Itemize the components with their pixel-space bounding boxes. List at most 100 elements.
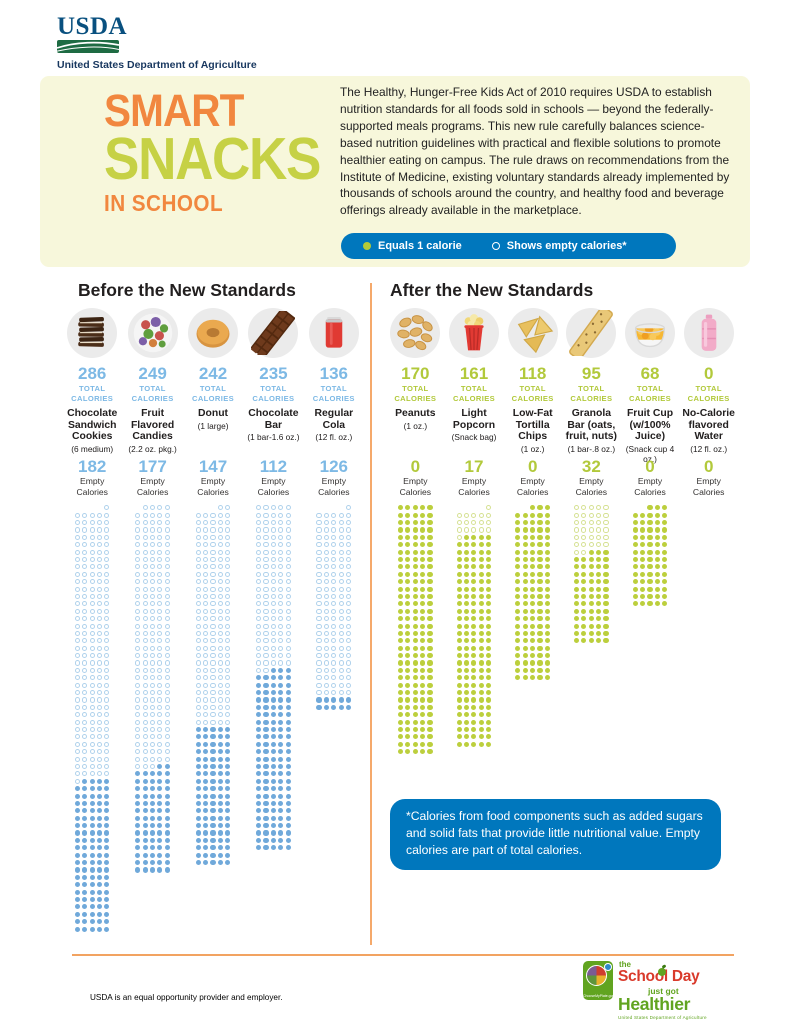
empty-calorie-dot [157, 616, 163, 622]
empty-calorie-dot [331, 608, 337, 614]
calorie-dot [397, 630, 404, 636]
empty-calorie-dot [323, 586, 329, 592]
empty-calorie-dot [74, 756, 80, 762]
calorie-dot [278, 771, 284, 777]
empty-calorie-dot [203, 542, 209, 548]
empty-calorie-dot [270, 638, 276, 644]
calorie-dot [412, 645, 418, 651]
empty-calorie-dot [104, 505, 110, 511]
empty-calorie-dot [89, 586, 95, 592]
empty-calorie-dot [157, 756, 163, 762]
empty-calorie-dot [596, 542, 602, 548]
dot-row [74, 615, 111, 622]
calorie-dot [478, 616, 484, 622]
empty-calorie-dot [210, 520, 216, 526]
calorie-dot [89, 830, 95, 836]
calorie-dot [412, 719, 418, 725]
empty-calorie-dot [195, 608, 201, 614]
calorie-dot [82, 793, 88, 799]
calorie-dot [104, 874, 110, 880]
dot-row [255, 785, 292, 792]
empty-calorie-dot [135, 690, 141, 696]
dot-row [315, 637, 352, 644]
calorie-dot [82, 926, 88, 932]
empty-calories-label: Empty Calories [516, 476, 549, 498]
empty-calorie-dot [142, 682, 148, 688]
empty-calorie-dot [82, 623, 88, 629]
empty-calorie-dot [142, 549, 148, 555]
empty-calorie-dot [164, 512, 170, 518]
empty-calorie-dot [104, 771, 110, 777]
calorie-dot [74, 830, 80, 836]
empty-calorie-dot [195, 704, 201, 710]
calorie-dot [82, 800, 88, 806]
dot-row [456, 696, 493, 703]
calorie-dot [96, 889, 103, 895]
empty-calorie-dot [96, 667, 103, 673]
calorie-dot [632, 557, 638, 563]
dot-row [514, 630, 551, 637]
calorie-dot [82, 911, 88, 917]
empty-calorie-dot [256, 505, 262, 511]
empty-calorie-dot [164, 608, 170, 614]
dot-row [134, 682, 171, 689]
calorie-dot [397, 690, 404, 696]
calorie-dot [164, 763, 170, 770]
empty-calorie-dot [150, 564, 156, 570]
empty-calorie-dot [195, 586, 201, 592]
calorie-dot [412, 601, 418, 607]
dot-row [397, 563, 434, 570]
empty-calorie-dot [316, 579, 322, 585]
calorie-dot [478, 645, 484, 651]
calorie-dot [203, 830, 209, 836]
empty-calorie-dot [285, 557, 291, 563]
empty-calorie-dot [89, 638, 95, 644]
calorie-dot [596, 630, 602, 636]
calorie-dot [544, 520, 550, 526]
empty-calorie-dot [256, 571, 262, 577]
calorie-dot [104, 823, 110, 829]
dot-row [632, 585, 669, 592]
calorie-dot [515, 534, 521, 540]
empty-calorie-dot [345, 667, 352, 673]
empty-calorie-dot [164, 549, 170, 555]
snack-column-tortilla-chips: 118 TOTAL CALORIES Low-Fat Tortilla Chips (1… [503, 308, 562, 755]
empty-calorie-dot [142, 542, 148, 548]
dot-row [255, 807, 292, 814]
empty-calorie-dot [142, 741, 148, 747]
calorie-dot [397, 719, 404, 725]
calorie-dot [278, 741, 284, 747]
calorie-dot [654, 564, 660, 570]
calorie-dot [471, 534, 477, 540]
empty-calorie-dot [217, 630, 223, 636]
dot-row [134, 696, 171, 703]
calorie-dot [150, 852, 156, 858]
calorie-dot [464, 630, 470, 636]
empty-calorie-dot [74, 638, 80, 644]
empty-calorie-dot [135, 675, 141, 681]
empty-calorie-dot [104, 756, 110, 762]
calorie-dot [427, 667, 433, 673]
calorie-dot [217, 741, 223, 747]
empty-calorie-dot [89, 726, 95, 733]
empty-calorie-dot [210, 616, 216, 622]
empty-calorie-dot [203, 520, 209, 526]
snack-name: Peanuts [395, 408, 436, 420]
after-columns: 170 TOTAL CALORIES Peanuts (1 oz.) 0 Empty Calo… [386, 308, 738, 755]
snack-portion: (1 oz.) [403, 420, 428, 431]
empty-calorie-dot [217, 527, 223, 533]
empty-calorie-dot [82, 512, 88, 518]
dot-row [74, 541, 111, 548]
empty-calorie-dot [331, 667, 337, 673]
calorie-dot [640, 549, 646, 555]
calorie-dot [225, 823, 231, 829]
empty-calorie-dot [338, 675, 344, 681]
calorie-dot [573, 557, 580, 563]
calorie-dot [405, 741, 411, 747]
calorie-dot [82, 882, 88, 888]
dot-row [255, 608, 292, 615]
calorie-dot [420, 505, 426, 511]
calorie-dot [405, 712, 411, 718]
calorie-dot [596, 564, 602, 570]
empty-calorie-dot [316, 638, 322, 644]
